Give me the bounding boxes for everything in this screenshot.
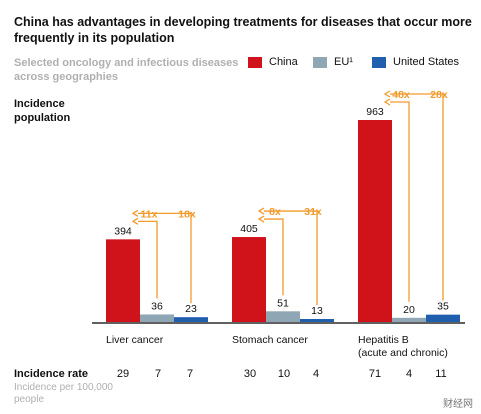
bar-china-0	[106, 239, 140, 322]
data-label-us-0: 23	[185, 303, 197, 315]
bar-eu-2	[392, 317, 426, 322]
incidence-rate-eu-2: 4	[405, 368, 413, 380]
multiplier-us-2: 28x	[430, 89, 448, 101]
legend-swatch-eu	[313, 56, 327, 68]
legend-swatch-us	[372, 56, 386, 68]
multiplier-arrow-eu-1	[257, 215, 265, 223]
incidence-rate-eu-0: 7	[154, 368, 162, 380]
data-label-eu-1: 51	[277, 297, 289, 309]
watermark: 财经网	[443, 399, 473, 410]
multiplier-line-eu-2	[390, 101, 410, 302]
bar-china-1	[232, 237, 266, 322]
data-label-eu-0: 36	[151, 300, 163, 312]
multiplier-arrow-eu-2	[383, 98, 391, 106]
category-label-1: Stomach cancer	[232, 334, 308, 346]
multiplier-arrow-eu-0	[131, 217, 139, 225]
multiplier-eu-0: 11x	[141, 208, 158, 220]
multiplier-arrow-us-2	[383, 90, 391, 98]
data-label-us-2: 35	[437, 301, 449, 313]
legend-item-eu: EU¹	[313, 56, 353, 68]
data-label-eu-2: 20	[403, 304, 415, 316]
bar-us-1	[300, 319, 334, 322]
chart-subtitle: Selected oncology and infectious disease…	[14, 57, 239, 83]
bar-us-0	[174, 317, 208, 322]
multiplier-us-0: 18x	[178, 208, 196, 220]
category-label-0: Liver cancer	[106, 334, 164, 346]
data-label-us-1: 13	[311, 305, 323, 317]
multiplier-line-us-1	[264, 210, 318, 305]
multiplier-line-eu-1	[264, 218, 284, 296]
bar-eu-1	[266, 311, 300, 322]
data-label-china-0: 394	[114, 225, 132, 237]
bar-eu-0	[140, 314, 174, 322]
multiplier-arrow-us-1	[257, 207, 265, 215]
multiplier-line-us-2	[390, 93, 444, 301]
multiplier-arrow-us-0	[131, 209, 139, 217]
incidence-rate-eu-1: 10	[277, 368, 291, 380]
multiplier-us-1: 31x	[304, 206, 322, 218]
incidence-rate-us-0: 7	[186, 368, 194, 380]
legend-item-us: United States	[372, 56, 459, 68]
legend-label-eu: EU¹	[334, 56, 353, 68]
legend-item-china: China	[248, 56, 298, 68]
multiplier-line-us-0	[138, 212, 192, 304]
chart-title: China has advantages in developing treat…	[14, 15, 472, 45]
data-label-china-2: 963	[366, 106, 384, 118]
incidence-rate-sublabel: Incidence per 100,000 people	[14, 382, 113, 405]
data-label-china-1: 405	[240, 223, 258, 235]
incidence-rate-us-2: 11	[435, 368, 447, 380]
incidence-rate-china-0: 29	[116, 368, 130, 380]
incidence-rate-china-2: 71	[368, 368, 382, 380]
incidence-rate-china-1: 30	[243, 368, 257, 380]
multiplier-line-eu-0	[138, 220, 158, 299]
bar-us-2	[426, 314, 460, 322]
legend-label-us: United States	[393, 56, 460, 68]
legend-label-china: China	[269, 56, 298, 68]
category-label-2-line2: (acute and chronic)	[358, 347, 448, 359]
legend-swatch-china	[248, 56, 262, 68]
y-axis-label: Incidence population	[14, 98, 71, 124]
bar-china-2	[358, 120, 392, 322]
incidence-rate-us-1: 4	[312, 368, 320, 380]
incidence-rate-label: Incidence rate	[14, 368, 88, 380]
multiplier-eu-1: 8x	[269, 206, 281, 218]
category-label-2: Hepatitis B	[358, 334, 409, 346]
multiplier-eu-2: 48x	[392, 89, 410, 101]
